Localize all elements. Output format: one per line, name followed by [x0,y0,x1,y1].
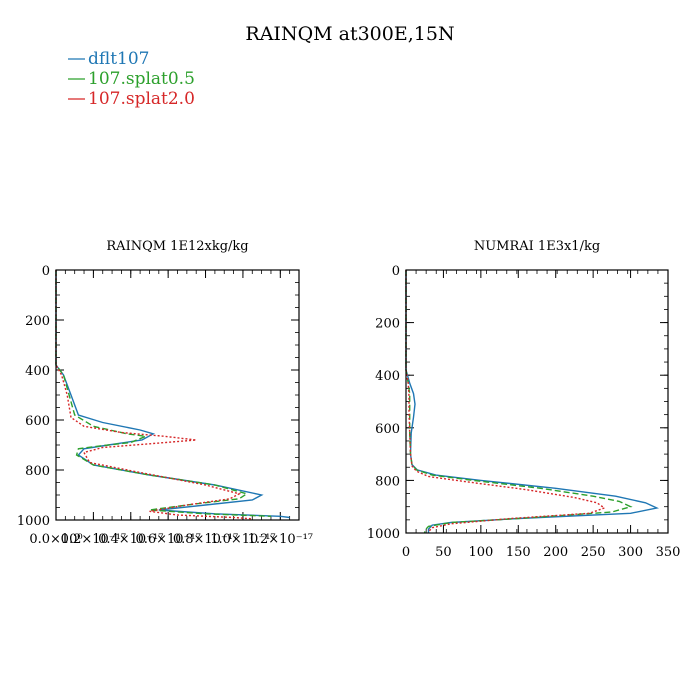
plot-frame [55,269,300,521]
y-tick-label: 0 [392,264,400,279]
x-tick-label: 0.2×10⁻¹⁷ [61,532,126,547]
series-line-107-splat2-0 [55,270,253,520]
y-tick-label: 400 [25,364,50,379]
y-tick-label: 200 [375,317,400,332]
x-tick-label: 350 [656,545,681,560]
series-line-107-splat2-0 [405,270,606,533]
x-tick-label: 200 [543,545,568,560]
series-line-107-splat0-5 [55,270,272,517]
y-tick-label: 600 [25,414,50,429]
legend-entry-dflt107: dflt107 [68,49,150,69]
y-tick-label: 0 [42,264,50,279]
legend-label-splat2-0: 107.splat2.0 [88,89,195,109]
x-tick-label: 300 [618,545,643,560]
panel-title: NUMRAI 1E3x1/kg [474,239,600,254]
x-tick-label: 1.2×10⁻¹⁷ [248,532,313,547]
y-tick-label: 800 [25,464,50,479]
x-tick-label: 50 [435,545,452,560]
x-tick-label: 0.8×10⁻¹⁷ [173,532,238,547]
legend: dflt107 107.splat0.5 107.splat2.0 [68,49,195,109]
series-line-dflt107 [55,270,290,519]
x-tick-label: 150 [506,545,531,560]
x-tick-label: 0 [402,545,410,560]
y-tick-label: 400 [375,369,400,384]
x-tick-label: 0.4×10⁻¹⁷ [98,532,163,547]
legend-label-dflt107: dflt107 [88,49,150,69]
panel-title: RAINQM 1E12xkg/kg [106,239,248,254]
x-tick-label: 100 [468,545,493,560]
x-tick-label: 250 [581,545,606,560]
y-tick-label: 600 [375,422,400,437]
x-tick-label: 0.6×10⁻¹⁷ [135,532,200,547]
y-tick-label: 1000 [367,527,400,542]
legend-entry-splat0-5: 107.splat0.5 [68,69,195,89]
y-tick-label: 200 [25,314,50,329]
plot-frame [405,269,669,534]
legend-entry-splat2-0: 107.splat2.0 [68,89,195,109]
y-tick-label: 1000 [17,514,50,529]
y-tick-label: 800 [375,474,400,489]
x-tick-label: 1.0×10⁻¹⁷ [210,532,275,547]
legend-label-splat0-5: 107.splat0.5 [88,69,195,89]
figure-title: RAINQM at300E,15N [245,23,454,45]
panel-rainqm: RAINQM 1E12xkg/kg 0 200 400 600 800 1000 0.0×10… [17,239,313,547]
x-tick-label: 0.0×10⁰ [29,532,82,547]
